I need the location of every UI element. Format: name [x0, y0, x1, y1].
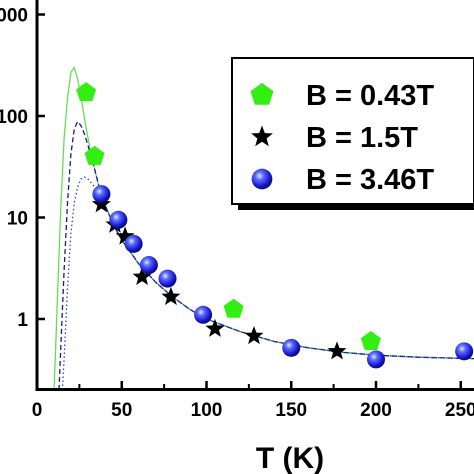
y-tick-label: 100 — [0, 107, 28, 128]
point-series-3 — [109, 210, 128, 229]
legend-marker-1 — [250, 82, 274, 105]
x-axis-title: T (K) — [256, 442, 324, 474]
point-series-3 — [92, 185, 111, 204]
x-tick-label: 250 — [445, 400, 474, 421]
fit-curve-dash — [58, 120, 474, 390]
x-tick-label: 0 — [32, 400, 43, 421]
point-series-2 — [132, 266, 152, 285]
x-tick-label: 50 — [111, 400, 132, 421]
point-series-2 — [327, 341, 347, 360]
legend-label-2: B = 1.5T — [306, 122, 418, 154]
point-series-1 — [76, 82, 97, 102]
legend-marker-3 — [251, 168, 273, 190]
point-series-1 — [360, 331, 381, 350]
legend-marker-2 — [251, 125, 273, 147]
x-ticks: 0 50 100 150 200 250 — [32, 381, 474, 421]
point-series-3 — [455, 342, 474, 361]
point-series-3 — [194, 305, 213, 324]
point-series-2 — [161, 286, 181, 305]
point-series-1 — [223, 298, 244, 318]
point-series-2 — [205, 318, 225, 337]
point-series-1 — [84, 145, 105, 165]
point-series-3 — [124, 234, 143, 253]
x-tick-label: 200 — [360, 400, 392, 421]
x-tick-label: 100 — [191, 400, 223, 421]
x-tick-label: 150 — [275, 400, 307, 421]
axes — [35, 0, 474, 391]
legend: B = 0.43T B = 1.5T B = 3.46T — [231, 57, 474, 210]
y-tick-label: 1 — [17, 310, 28, 331]
y-tick-label: 10 — [7, 209, 28, 230]
data-points — [76, 82, 474, 369]
point-series-2 — [244, 326, 264, 345]
point-series-2 — [91, 194, 111, 213]
point-series-3 — [158, 269, 177, 288]
legend-box — [231, 57, 474, 205]
legend-label-1: B = 0.43T — [306, 80, 434, 112]
point-series-3 — [367, 350, 385, 369]
point-series-3 — [282, 338, 301, 357]
legend-label-3: B = 3.46T — [306, 164, 434, 196]
point-series-3 — [139, 256, 158, 275]
point-series-2 — [115, 226, 135, 245]
